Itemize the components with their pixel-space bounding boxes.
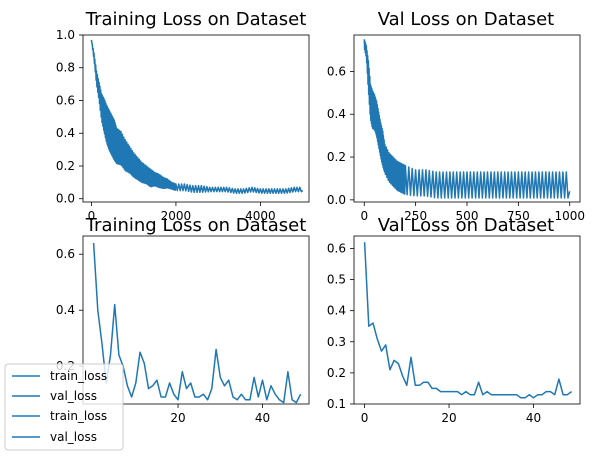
axes-frame-3: [82, 235, 310, 405]
y-tick-label: 0.6: [327, 64, 346, 78]
legend-label-2: val_loss: [50, 389, 97, 403]
legend-entry-2: val_loss: [12, 389, 97, 403]
x-tick-label: 2000: [161, 209, 192, 223]
x-tick-label: 20: [170, 411, 185, 425]
y-tick-label: 0.4: [56, 303, 75, 317]
legend-label-3: train_loss: [50, 409, 107, 423]
y-tick-label: 0.6: [327, 241, 346, 255]
subplot-val-loss-top: 0 250 500 750 1000 0.0 0.2 0.4 0.6 Val Loss on Da…: [327, 9, 585, 223]
y-tick-label: 0.2: [327, 150, 346, 164]
y-tick-label: 0.2: [56, 159, 75, 173]
y-tick-label: 1.0: [56, 28, 75, 42]
series-line-2-1: [363, 39, 571, 199]
legend-label-4: val_loss: [50, 430, 97, 444]
y-tick-label: 0.8: [56, 61, 75, 75]
y-tick-label: 0.5: [327, 273, 346, 287]
y-tick-label: 0.0: [56, 192, 75, 206]
legend-entry-3: train_loss: [12, 409, 107, 423]
legend-entry-4: val_loss: [12, 430, 97, 444]
x-tick-label: 20: [441, 411, 456, 425]
x-tick-label: 250: [404, 209, 427, 223]
y-tick-label: 0.4: [327, 107, 346, 121]
legend-entry-1: train_loss: [12, 369, 107, 383]
x-tick-label: 40: [255, 411, 270, 425]
legend: train_loss val_loss train_loss val_loss: [4, 363, 124, 451]
legend-label-1: train_loss: [50, 369, 107, 383]
axes-frame-4: [353, 235, 581, 405]
y-tick-label: 0.4: [56, 126, 75, 140]
y-tick-label: 0.1: [327, 397, 346, 411]
chart-title-val-top: Val Loss on Dataset: [378, 9, 555, 30]
x-tick-label: 4000: [245, 209, 276, 223]
y-tick-label: 0.6: [56, 247, 75, 261]
subplot-val-loss-bottom: 0 20 40 0.1 0.2 0.3 0.4 0.5 0.6 Val Loss on Datas…: [327, 215, 581, 425]
y-tick-label: 0.6: [56, 93, 75, 107]
y-tick-label: 0.4: [327, 304, 346, 318]
series-line-4-1: [363, 242, 573, 399]
series-line-1-1: [90, 39, 304, 195]
y-tick-label: 0.0: [327, 193, 346, 207]
x-tick-label: 0: [361, 411, 369, 425]
x-tick-label: 1000: [554, 209, 585, 223]
axes-frame-1: [82, 34, 310, 203]
chart-title-val-bottom: Val Loss on Dataset: [378, 215, 555, 236]
x-tick-label: 0: [88, 209, 96, 223]
series-line-3-1: [92, 242, 302, 404]
x-tick-label: 0: [360, 209, 368, 223]
y-tick-label: 0.2: [327, 366, 346, 380]
x-tick-label: 500: [456, 209, 479, 223]
y-tick-label: 0.3: [327, 335, 346, 349]
x-tick-label: 40: [526, 411, 541, 425]
x-tick-label: 750: [507, 209, 530, 223]
legend-frame: [4, 363, 124, 451]
chart-title-train-top: Training Loss on Dataset: [85, 9, 307, 30]
chart-title-train-bottom: Training Loss on Dataset: [85, 215, 307, 236]
subplot-train-loss-top: 0 2000 4000 0.0 0.2 0.4 0.6 0.8 1.0 Training Loss…: [56, 9, 310, 223]
